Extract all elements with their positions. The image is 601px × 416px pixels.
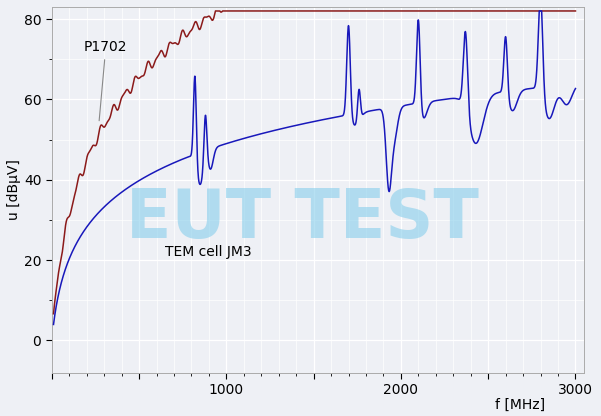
Text: EUT TEST: EUT TEST	[126, 186, 478, 252]
Text: TEM cell JM3: TEM cell JM3	[165, 245, 252, 259]
Y-axis label: u [dBμV]: u [dBμV]	[7, 159, 21, 220]
X-axis label: f [MHz]: f [MHz]	[495, 398, 545, 412]
Text: P1702: P1702	[84, 40, 127, 121]
